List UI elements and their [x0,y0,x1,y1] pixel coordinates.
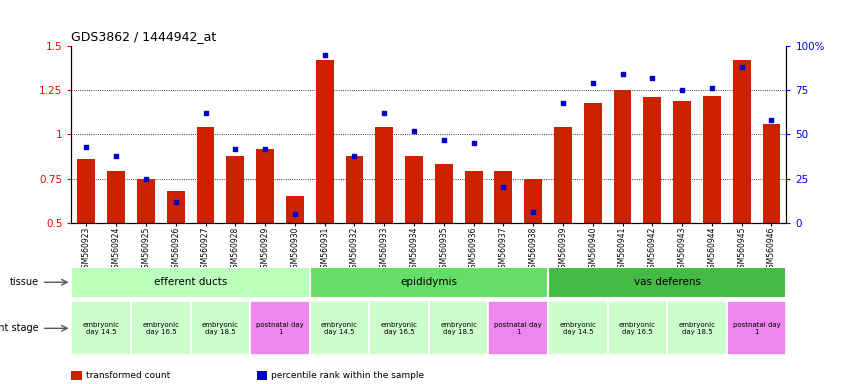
Bar [643,97,661,223]
Text: embryonic
day 18.5: embryonic day 18.5 [202,322,239,335]
Text: percentile rank within the sample: percentile rank within the sample [271,371,424,380]
Text: embryonic
day 18.5: embryonic day 18.5 [679,322,716,335]
Point [198,110,212,116]
Bar [315,60,334,223]
Bar [464,172,483,223]
Bar [614,90,632,223]
Text: postnatal day
1: postnatal day 1 [733,322,780,335]
Point [258,146,272,152]
Bar [727,301,786,355]
Point [497,184,510,190]
Point [586,80,600,86]
Bar [71,301,131,355]
Bar [489,301,548,355]
Point [288,211,302,217]
Text: tissue: tissue [9,277,39,287]
Bar [763,124,780,223]
Bar [309,301,369,355]
Bar [251,301,309,355]
Point [109,152,123,159]
Text: embryonic
day 14.5: embryonic day 14.5 [82,322,119,335]
Text: efferent ducts: efferent ducts [154,277,227,287]
Text: epididymis: epididymis [400,277,458,287]
Bar [548,301,607,355]
Point [80,144,93,150]
Text: embryonic
day 14.5: embryonic day 14.5 [321,322,358,335]
Text: embryonic
day 14.5: embryonic day 14.5 [559,322,596,335]
Bar [429,301,489,355]
Point [169,199,182,205]
Bar [733,60,750,223]
Point [616,71,629,78]
Bar [584,103,601,223]
Bar [137,179,155,223]
Point [318,52,331,58]
Point [646,75,659,81]
Bar [703,96,721,223]
Bar [435,164,452,223]
Point [140,175,153,182]
Bar [667,301,727,355]
Bar [495,172,512,223]
Bar [131,301,191,355]
Point [378,110,391,116]
Point [229,146,242,152]
Bar [77,159,95,223]
Text: transformed count: transformed count [86,371,170,380]
Point [735,64,748,70]
Bar [548,267,786,298]
Text: postnatal day
1: postnatal day 1 [495,322,542,335]
Bar [197,127,214,223]
Bar [524,179,542,223]
Bar [309,267,548,298]
Text: embryonic
day 18.5: embryonic day 18.5 [440,322,477,335]
Bar [71,267,309,298]
Point [347,152,361,159]
Text: embryonic
day 16.5: embryonic day 16.5 [381,322,418,335]
Bar [346,156,363,223]
Point [526,209,540,215]
Bar [405,156,423,223]
Point [437,137,451,143]
Point [467,140,480,146]
Bar [369,301,429,355]
Bar [257,149,274,223]
Bar [226,156,244,223]
Bar [375,127,393,223]
Point [764,117,778,123]
Text: embryonic
day 16.5: embryonic day 16.5 [142,322,179,335]
Text: vas deferens: vas deferens [633,277,701,287]
Point [556,99,569,106]
Bar [107,172,125,223]
Text: GDS3862 / 1444942_at: GDS3862 / 1444942_at [71,30,217,43]
Point [705,85,718,91]
Text: postnatal day
1: postnatal day 1 [257,322,304,335]
Bar [191,301,251,355]
Bar [673,101,691,223]
Bar [607,301,667,355]
Bar [167,191,185,223]
Bar [286,196,304,223]
Text: development stage: development stage [0,323,39,333]
Text: embryonic
day 16.5: embryonic day 16.5 [619,322,656,335]
Point [407,128,420,134]
Bar [554,127,572,223]
Point [675,87,689,93]
